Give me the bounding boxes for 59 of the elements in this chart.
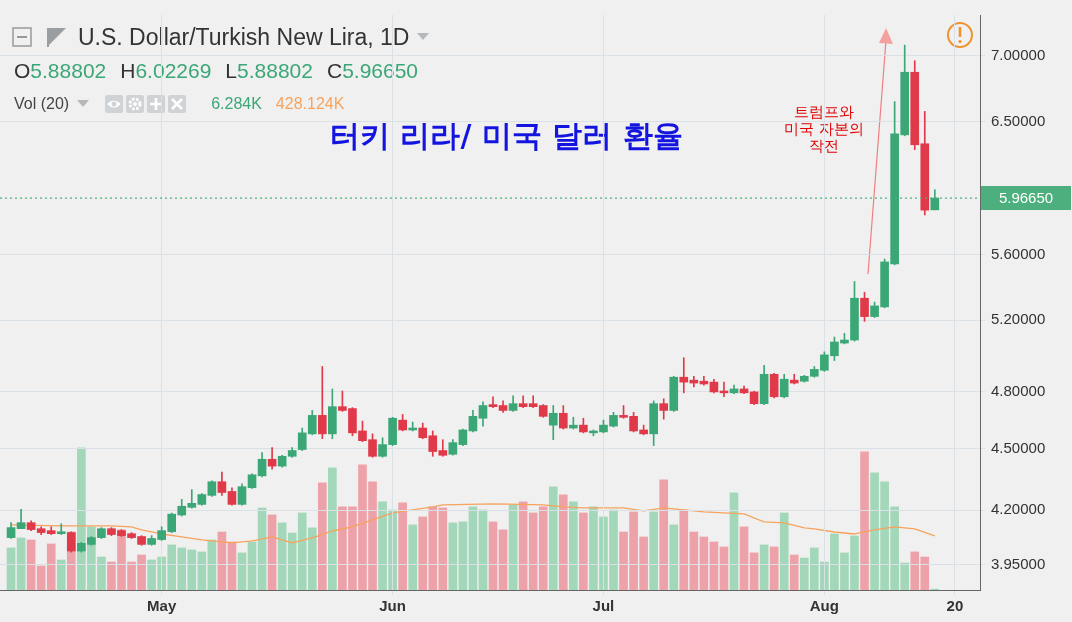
annotation: 428.124K (275, 95, 345, 113)
bar (569, 501, 578, 590)
bar (498, 529, 508, 590)
annotation: 6.284K (211, 95, 262, 113)
annotation: U.S. Dollar/Turkish New Lira, 1D (78, 24, 410, 51)
bar (689, 531, 699, 590)
bar (759, 544, 769, 590)
candlestick (679, 357, 689, 394)
bar (16, 537, 26, 590)
bar (328, 467, 337, 590)
bar (26, 539, 36, 590)
y-tick-label: 4.20000 (991, 500, 1046, 518)
x-tick-label: Jul (592, 597, 615, 615)
bar (408, 524, 418, 590)
annotation: 트럼프와 미국 자본의 작전 (783, 103, 865, 155)
bar (56, 559, 66, 590)
bar (558, 494, 568, 590)
bar (699, 536, 709, 590)
text: 터키 리라/ 미국 달러 환율 (330, 117, 683, 155)
bar (649, 511, 658, 590)
y-tick-label: 6.50000 (991, 112, 1046, 130)
bar (458, 521, 468, 590)
bar (46, 543, 56, 590)
annotation: L5.88802 (225, 59, 313, 82)
bar (488, 521, 498, 590)
bar (478, 509, 488, 590)
y-tick-label: 5.20000 (991, 310, 1046, 328)
x-tick-label: Jun (379, 597, 406, 615)
bar (860, 451, 869, 590)
x-tick-label: 20 (946, 597, 964, 615)
bar (669, 524, 679, 590)
bar (448, 522, 458, 590)
bar (739, 526, 749, 590)
annotation: H6.02269 (120, 59, 212, 82)
bar (317, 482, 327, 590)
bar (398, 502, 407, 590)
chart-title: Vol (20) (14, 95, 70, 113)
bar (779, 512, 789, 590)
bar (659, 479, 669, 590)
bar (508, 504, 518, 590)
x-tick-label: May (147, 597, 177, 615)
candlestick (56, 523, 66, 535)
bar (679, 509, 689, 590)
ref-line-label: 5.96650 (998, 189, 1054, 207)
bar (468, 506, 478, 590)
x-tick-label: Aug (809, 597, 839, 615)
y-tick-label: 4.80000 (991, 381, 1046, 399)
y-tick-label: 5.60000 (991, 244, 1046, 262)
bar (247, 541, 257, 590)
annotation: C5.96650 (326, 59, 419, 82)
y-tick-label: 3.95000 (991, 555, 1046, 573)
bar (548, 486, 558, 590)
annotation: O5.88802 (14, 59, 107, 82)
bar (36, 565, 46, 590)
y-tick-label: 4.50000 (991, 439, 1046, 457)
bar (789, 554, 799, 590)
bar (579, 512, 588, 590)
bar (709, 541, 719, 590)
y-tick-label: 7.00000 (991, 46, 1046, 64)
